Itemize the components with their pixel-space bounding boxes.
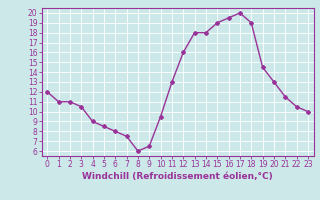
X-axis label: Windchill (Refroidissement éolien,°C): Windchill (Refroidissement éolien,°C) xyxy=(82,172,273,181)
